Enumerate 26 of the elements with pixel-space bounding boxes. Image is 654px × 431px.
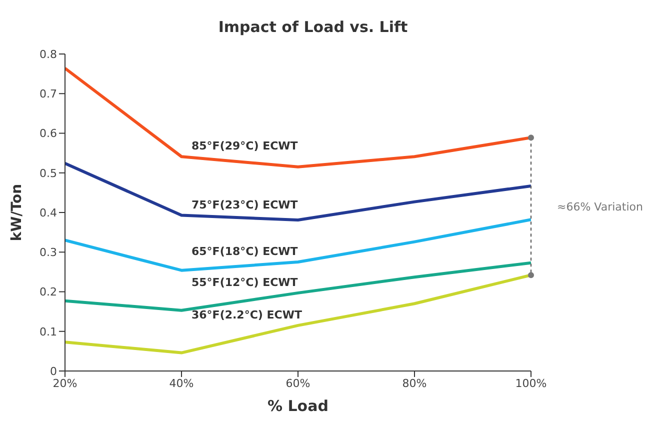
x-tick-label: 100% <box>515 376 547 390</box>
y-tick-label: 0.8 <box>40 48 57 61</box>
y-tick-label: 0 <box>50 364 57 378</box>
series-label: 85°F(29°C) ECWT <box>192 140 298 153</box>
y-tick-label: 0.2 <box>40 286 57 299</box>
line-series <box>65 261 531 312</box>
chart-title: Impact of Load vs. Lift <box>217 18 409 36</box>
line-series <box>65 162 531 222</box>
x-axis-title: % Load <box>268 397 328 415</box>
x-tick-label: 80% <box>402 376 427 390</box>
y-tick-label: 0.1 <box>40 325 57 338</box>
x-tick-label: 60% <box>286 376 310 390</box>
x-tick-label: 40% <box>169 376 194 390</box>
y-tick-label: 0.3 <box>40 246 57 260</box>
y-tick-label: 0.6 <box>40 127 57 140</box>
y-tick-label: 0.5 <box>40 166 57 180</box>
series-label: 36°F(2.2°C) ECWT <box>192 308 302 322</box>
text: ≈66% Variation <box>557 200 643 214</box>
y-tick-label: 0.7 <box>40 88 57 101</box>
series-label: 75°F(23°C) ECWT <box>192 198 298 212</box>
y-axis-title: kW/Ton <box>8 184 25 242</box>
y-tick-label: 0.4 <box>40 206 57 220</box>
line-series <box>65 218 531 272</box>
series-label: 55°F(12°C) ECWT <box>192 276 298 289</box>
x-tick-label: 20% <box>52 376 78 390</box>
series-label: 65°F(18°C) ECWT <box>192 245 298 258</box>
